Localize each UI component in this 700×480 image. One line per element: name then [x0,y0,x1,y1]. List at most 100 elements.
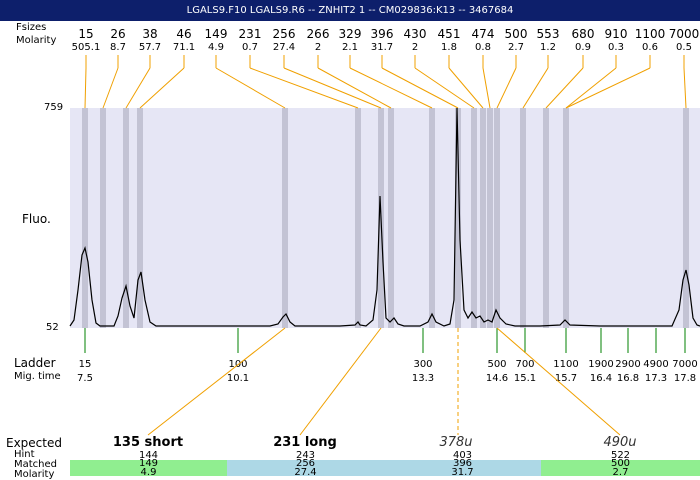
peak-connector [448,67,484,109]
peak-connector [683,67,687,109]
peak-size-label: 38 [142,27,157,41]
peak-band [355,108,361,328]
ladder-size: 1100 [553,359,578,370]
expected-connector [299,327,382,436]
peak-connector [249,67,359,109]
peak-molarity-label: 27.4 [273,42,295,53]
peak-molarity-label: 0.7 [242,42,258,53]
peak-connector [102,67,119,109]
peak-size-label: 46 [176,27,191,41]
peak-connector [84,67,87,109]
peak-connector [349,67,433,109]
peak-molarity-label: 2.7 [508,42,524,53]
peak-molarity-label: 2 [412,42,418,53]
peak-size-label: 474 [472,27,495,41]
peak-band [563,108,569,328]
expected-connector [147,327,286,436]
peak-size-label: 26 [110,27,125,41]
peak-size-label: 266 [307,27,330,41]
peak-band [480,108,486,328]
peak-molarity-label: 505.1 [72,42,101,53]
peak-size-label: 451 [438,27,461,41]
peak-size-label: 329 [339,27,362,41]
ladder-time: 10.1 [227,373,249,384]
peak-connector [482,67,491,109]
peak-molarity-label: 31.7 [371,42,393,53]
peak-molarity-label: 0.6 [642,42,658,53]
peak-band [137,108,143,328]
peak-band [520,108,526,328]
peak-molarity-label: 0.3 [608,42,624,53]
ladder-size: 4900 [643,359,668,370]
peak-band [282,108,288,328]
peak-band [123,108,129,328]
peak-connector [139,67,185,109]
peak-molarity-label: 57.7 [139,42,161,53]
peak-band [494,108,500,328]
peak-connector [381,67,459,109]
peak-molarity-label: 0.5 [676,42,692,53]
peak-connector [215,67,286,109]
peak-connector [565,67,651,109]
peak-connector [283,67,382,109]
peak-band [388,108,394,328]
peak-band [100,108,106,328]
peak-connector [496,67,517,109]
peak-size-label: 553 [537,27,560,41]
peak-connector [565,67,617,109]
peak-band [487,108,493,328]
ladder-time: 17.8 [674,373,696,384]
ladder-time: 13.3 [412,373,434,384]
peak-size-label: 231 [239,27,262,41]
fluorescence-trace [69,107,700,327]
peak-size-label: 1100 [635,27,666,41]
ladder-time: 7.5 [77,373,93,384]
peak-molarity-label: 8.7 [110,42,126,53]
peak-molarity-label: 0.8 [475,42,491,53]
ladder-size: 2900 [615,359,640,370]
ladder-size: 500 [487,359,506,370]
peak-molarity-label: 1.8 [441,42,457,53]
peak-size-label: 149 [205,27,228,41]
ladder-size: 7000 [672,359,697,370]
peak-size-label: 15 [78,27,93,41]
ladder-time: 16.4 [590,373,612,384]
peak-connector [522,67,549,109]
ladder-time: 17.3 [645,373,667,384]
ladder-size: 700 [515,359,534,370]
peak-band [82,108,88,328]
ladder-size: 1900 [588,359,613,370]
peak-size-label: 396 [371,27,394,41]
peak-molarity-label: 0.9 [575,42,591,53]
ladder-time: 15.1 [514,373,536,384]
peak-connector [125,67,151,109]
peak-connector [545,67,584,109]
ladder-size: 300 [413,359,432,370]
peak-connector [414,67,475,109]
peak-molarity-label: 2.1 [342,42,358,53]
peak-size-label: 256 [273,27,296,41]
peak-size-label: 7000 [669,27,700,41]
peak-size-label: 680 [572,27,595,41]
ladder-time: 14.6 [486,373,508,384]
title-text: LGALS9.F10 LGALS9.R6 -- ZNHIT2 1 -- CM02… [186,5,514,16]
peak-band [683,108,689,328]
expected-connector [496,327,621,436]
peak-size-label: 430 [404,27,427,41]
peak-molarity-label: 71.1 [173,42,195,53]
ladder-time: 15.7 [555,373,577,384]
ladder-time: 16.8 [617,373,639,384]
peak-molarity-label: 4.9 [208,42,224,53]
peak-size-label: 500 [505,27,528,41]
peak-connector [317,67,392,109]
peak-molarity-label: 1.2 [540,42,556,53]
peak-band [543,108,549,328]
peak-size-label: 910 [605,27,628,41]
peak-band [471,108,477,328]
peak-band [429,108,435,328]
peak-band [455,108,461,328]
peak-molarity-label: 2 [315,42,321,53]
title-bar: LGALS9.F10 LGALS9.R6 -- ZNHIT2 1 -- CM02… [0,0,700,21]
ladder-size: 15 [79,359,92,370]
